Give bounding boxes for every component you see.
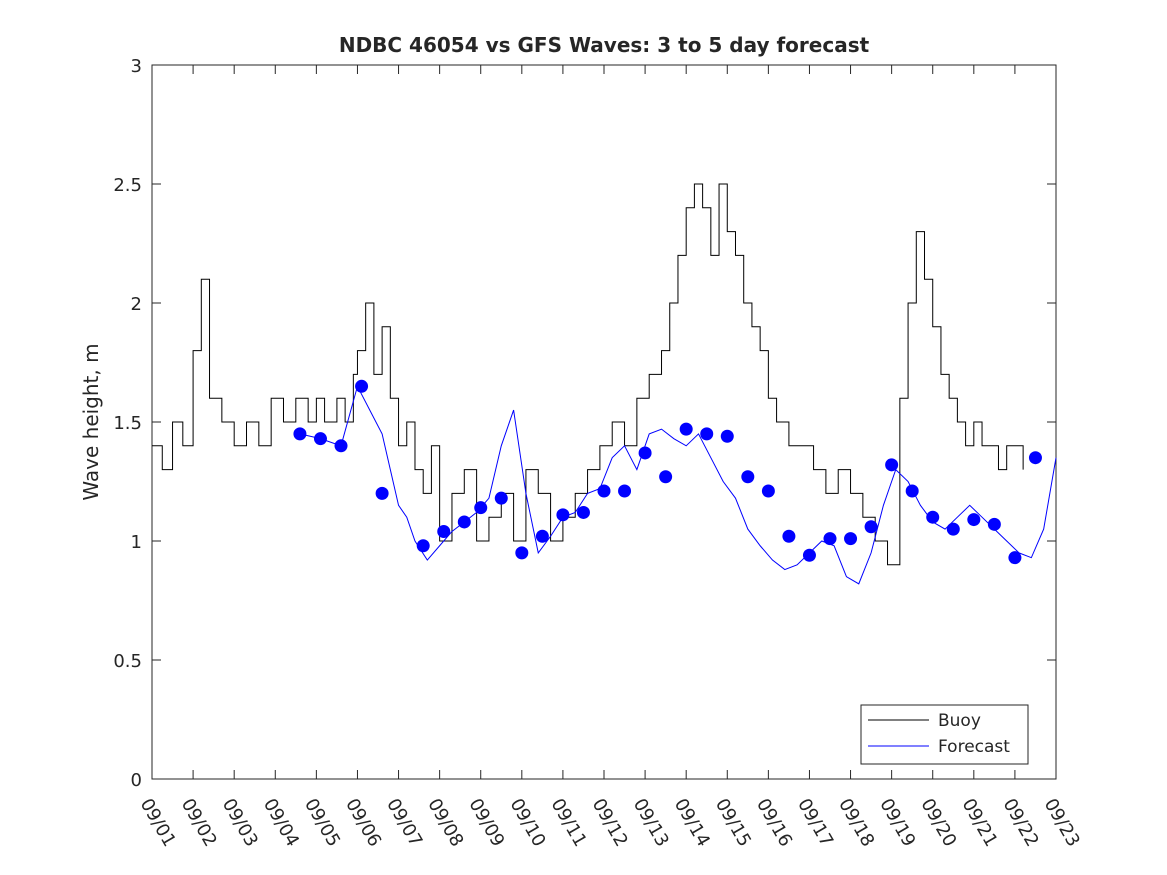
forecast-point — [679, 422, 693, 436]
forecast-point — [967, 513, 981, 527]
x-tick-label: 09/12 — [588, 795, 632, 850]
forecast-point — [987, 517, 1001, 531]
x-tick-label: 09/17 — [793, 795, 837, 850]
forecast-point — [802, 548, 816, 562]
x-tick-label: 09/21 — [957, 795, 1001, 850]
x-tick-label: 09/23 — [1040, 795, 1084, 850]
forecast-point — [844, 532, 858, 546]
forecast-point — [761, 484, 775, 498]
forecast-point — [457, 515, 471, 529]
forecast-point — [885, 458, 899, 472]
forecast-point — [576, 505, 590, 519]
x-tick-label: 09/20 — [916, 795, 960, 850]
x-tick-label: 09/07 — [382, 795, 426, 850]
legend-label-buoy: Buoy — [938, 711, 981, 731]
forecast-point — [926, 510, 940, 524]
x-tick-label: 09/06 — [341, 795, 385, 850]
forecast-point — [494, 491, 508, 505]
forecast-point — [823, 532, 837, 546]
forecast-point — [334, 439, 348, 453]
forecast-point — [720, 429, 734, 443]
buoy-series-line — [152, 183, 1024, 566]
x-tick-label: 09/10 — [505, 795, 549, 850]
forecast-point — [375, 486, 389, 500]
y-axis-label: Wave height, m — [79, 343, 103, 500]
legend-box — [860, 704, 1029, 765]
forecast-point — [864, 520, 878, 534]
y-tick-label: 0.5 — [113, 651, 142, 672]
x-tick-label: 09/19 — [875, 795, 919, 850]
legend: Buoy Forecast — [860, 704, 1029, 765]
forecast-point — [515, 546, 529, 560]
x-tick-label: 09/01 — [136, 795, 180, 850]
forecast-point — [782, 529, 796, 543]
x-tick-label: 09/14 — [670, 795, 714, 850]
x-tick-label: 09/09 — [464, 795, 508, 850]
forecast-point — [474, 501, 488, 515]
x-tick-label: 09/08 — [423, 795, 467, 850]
forecast-point — [659, 470, 673, 484]
y-tick-label: 2.5 — [113, 175, 142, 196]
forecast-point — [638, 446, 652, 460]
x-tick-label: 09/04 — [259, 795, 303, 850]
forecast-point — [700, 427, 714, 441]
forecast-point — [741, 470, 755, 484]
forecast-point — [1008, 551, 1022, 565]
plot-area — [151, 64, 1057, 780]
forecast-point — [556, 508, 570, 522]
forecast-point — [293, 427, 307, 441]
forecast-point — [946, 522, 960, 536]
forecast-point — [597, 484, 611, 498]
forecast-point — [416, 539, 430, 553]
y-tick-label: 1 — [131, 532, 142, 553]
x-tick-label: 09/13 — [629, 795, 673, 850]
forecast-point — [618, 484, 632, 498]
x-tick-label: 09/05 — [300, 795, 344, 850]
series-layer — [152, 183, 1057, 585]
x-tick-label: 09/22 — [999, 795, 1043, 850]
forecast-point — [355, 379, 369, 393]
x-tick-label: 09/18 — [834, 795, 878, 850]
forecast-point — [313, 432, 327, 446]
y-tick-label: 3 — [131, 56, 142, 77]
chart-title: NDBC 46054 vs GFS Waves: 3 to 5 day fore… — [339, 33, 870, 57]
y-tick-label: 1.5 — [113, 413, 142, 434]
forecast-point — [535, 529, 549, 543]
x-tick-label: 09/15 — [711, 795, 755, 850]
x-tick-label: 09/11 — [547, 795, 591, 850]
y-tick-label: 2 — [131, 294, 142, 315]
forecast-point — [1028, 451, 1042, 465]
legend-label-forecast: Forecast — [938, 737, 1010, 757]
x-tick-label: 09/03 — [218, 795, 262, 850]
x-tick-label: 09/02 — [177, 795, 221, 850]
y-tick-label: 0 — [131, 770, 142, 791]
forecast-point — [437, 524, 451, 538]
x-tick-label: 09/16 — [752, 795, 796, 850]
y-ticks: 0 0.5 1 1.5 2 2.5 3 — [113, 56, 1056, 791]
forecast-point — [905, 484, 919, 498]
